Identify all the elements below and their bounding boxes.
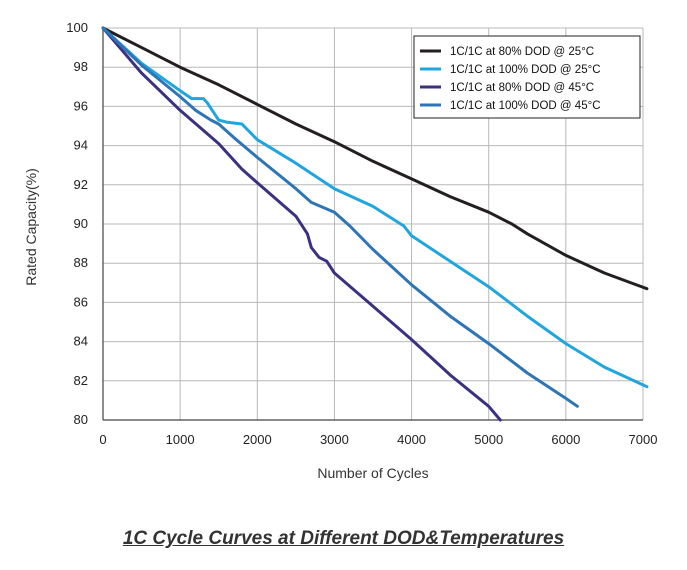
- legend-label: 1C/1C at 80% DOD @ 25°C: [450, 46, 594, 58]
- x-tick-label: 3000: [320, 432, 349, 447]
- series-line-3: [101, 26, 502, 422]
- y-tick-label: 82: [74, 373, 88, 388]
- y-tick-label: 98: [74, 59, 88, 74]
- legend-box: [413, 35, 641, 119]
- x-axis-title: Number of Cycles: [317, 465, 428, 481]
- x-tick-label: 2000: [243, 432, 272, 447]
- chart-caption: 1C Cycle Curves at Different DOD&Tempera…: [122, 528, 565, 549]
- y-tick-label: 92: [74, 177, 88, 192]
- y-tick-label: 96: [74, 98, 88, 113]
- axis-frame: [102, 28, 643, 421]
- legend-items: 1C/1C at 80% DOD @ 25°C 1C/1C at 100% DOD…: [420, 46, 601, 112]
- y-tick-label: 86: [74, 294, 88, 309]
- chart: 0 1000 2000 3000 4000 5000 6000 7000 80 82 84 86 88 9…: [23, 20, 657, 481]
- legend-label: 1C/1C at 80% DOD @ 45°C: [450, 82, 594, 94]
- x-tick-label: 1000: [166, 432, 195, 447]
- series-layer: [101, 26, 649, 422]
- legend-label: 1C/1C at 100% DOD @ 45°C: [450, 100, 601, 112]
- grid: [103, 27, 644, 420]
- series-line-1: [101, 26, 649, 291]
- y-tick-label: 94: [74, 138, 88, 153]
- y-axis-title: Rated Capacity(%): [23, 168, 39, 286]
- series-line-4: [101, 26, 579, 408]
- y-tick-label: 100: [66, 20, 88, 35]
- y-tick-label: 90: [74, 216, 88, 231]
- series-line-2: [101, 26, 649, 389]
- y-tick-label: 80: [74, 412, 88, 427]
- x-tick-label: 5000: [474, 432, 503, 447]
- x-tick-label: 7000: [629, 432, 658, 447]
- legend: 1C/1C at 80% DOD @ 25°C 1C/1C at 100% DOD…: [413, 35, 641, 119]
- legend-label: 1C/1C at 100% DOD @ 25°C: [450, 64, 601, 76]
- tick-labels: 0 1000 2000 3000 4000 5000 6000 7000 80 82 84 86 88 9…: [66, 20, 657, 447]
- x-tick-label: 6000: [551, 432, 580, 447]
- x-tick-label: 0: [99, 432, 106, 447]
- x-tick-label: 4000: [397, 432, 426, 447]
- y-tick-label: 88: [74, 255, 88, 270]
- y-tick-label: 84: [74, 334, 88, 349]
